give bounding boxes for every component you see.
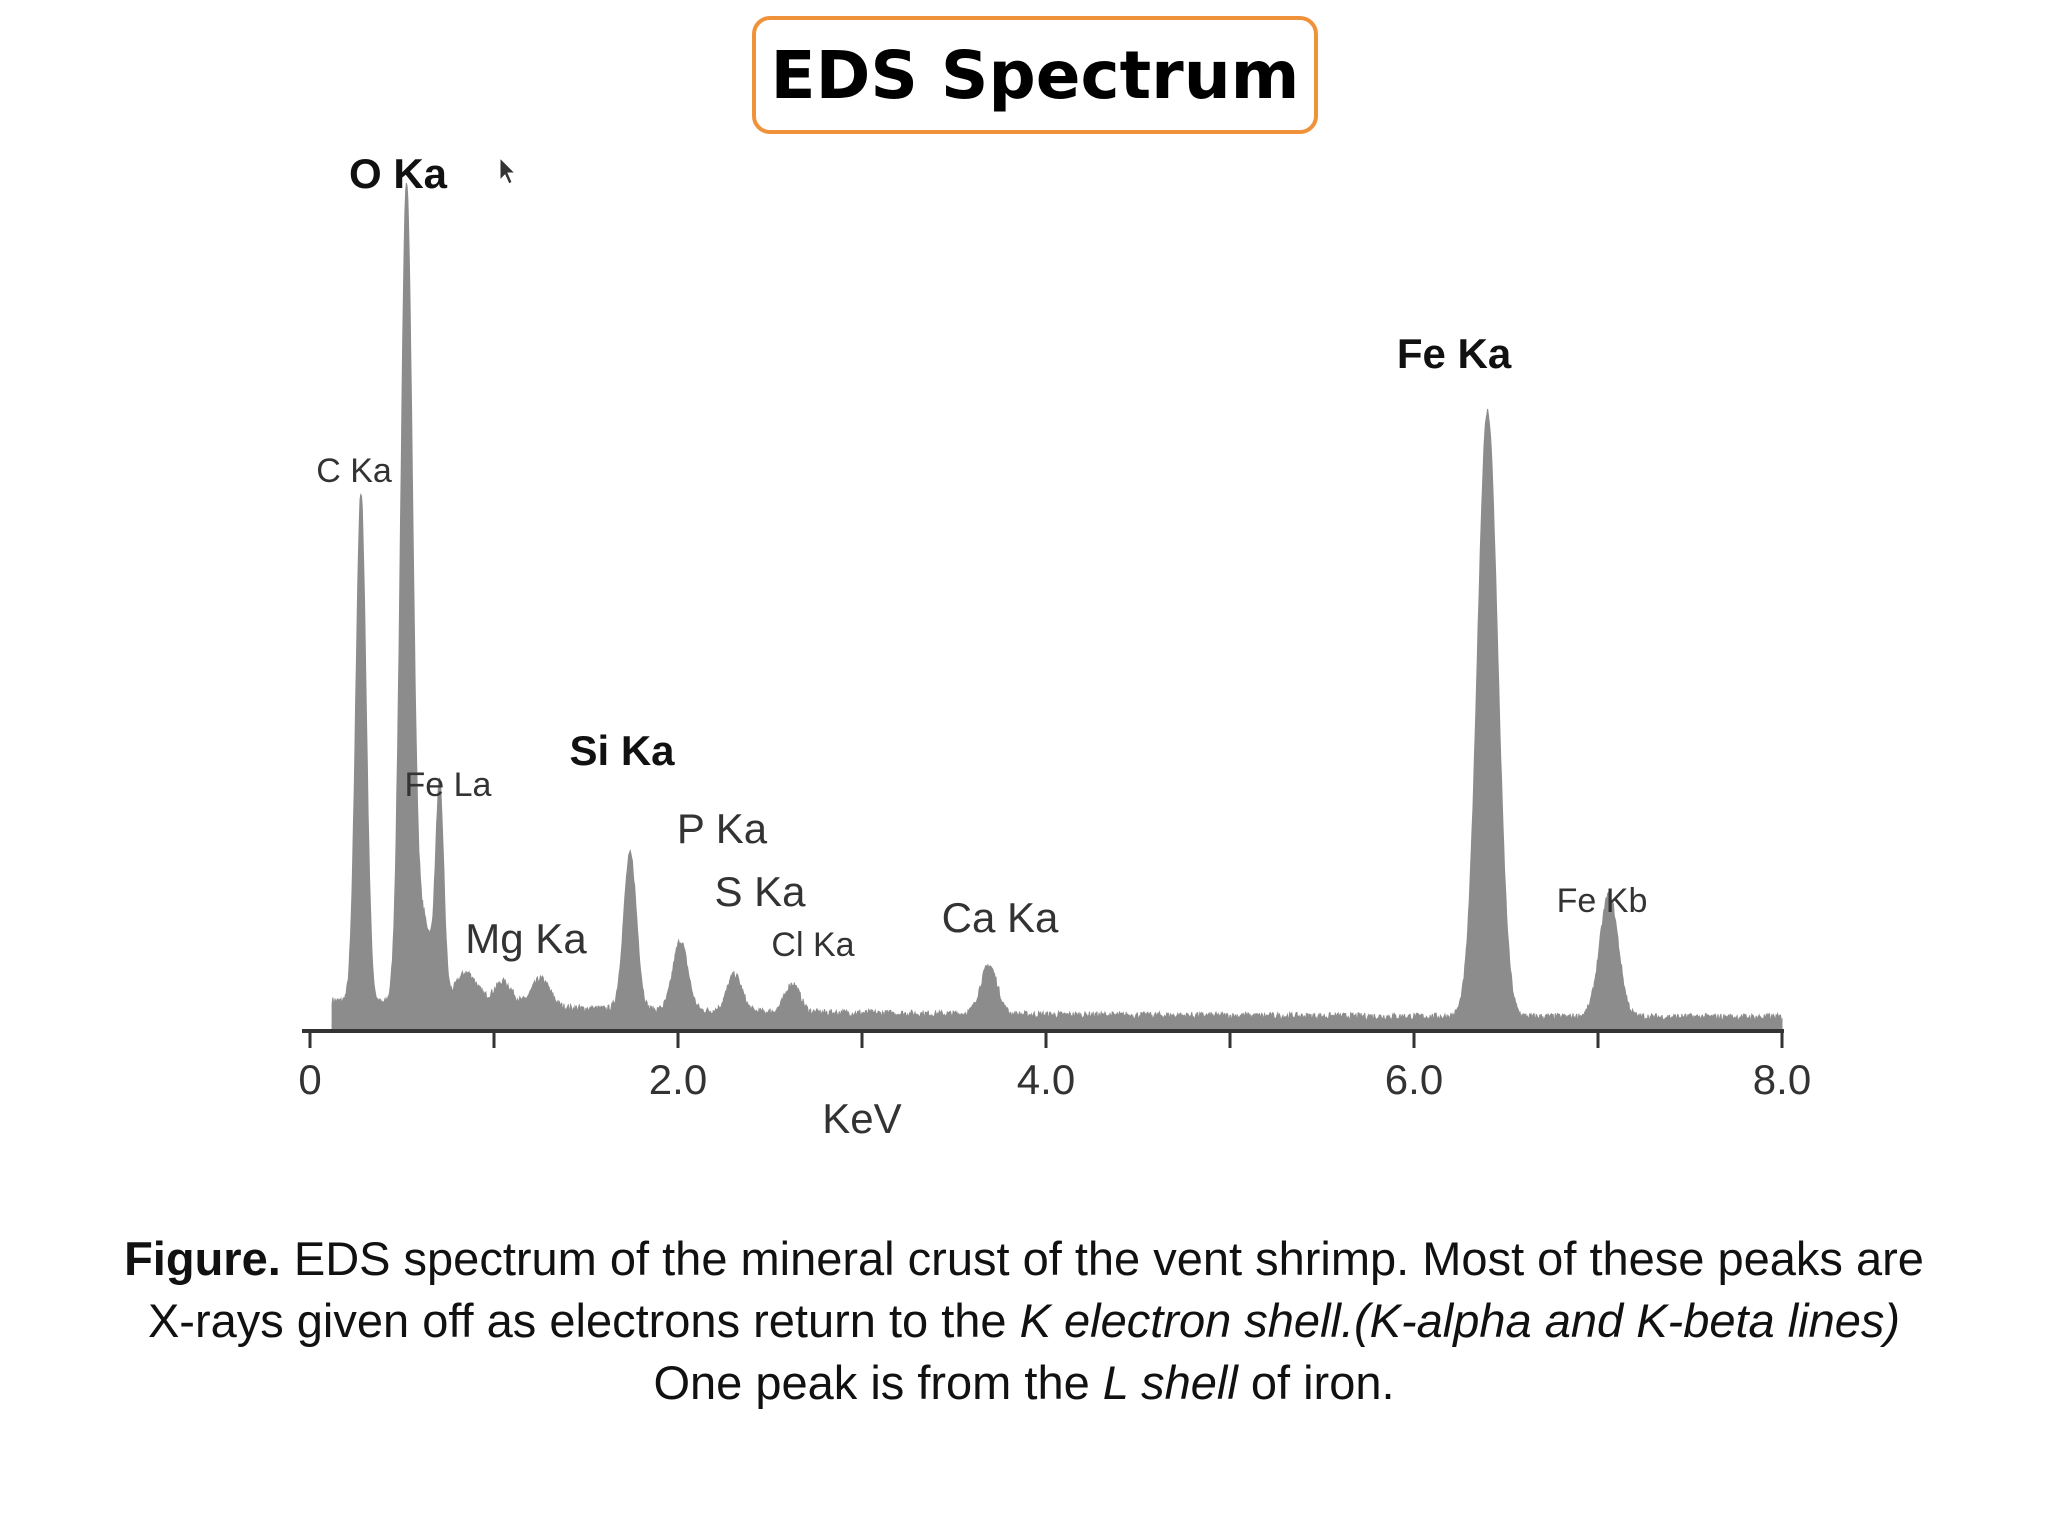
peak-labels: C Ka O Ka Fe La Mg Ka Si KaP Ka S Ka Cl Ka Ca K… xyxy=(316,150,1647,964)
x-tick-label: 4.0 xyxy=(1017,1056,1075,1103)
slide-title: EDS Spectrum xyxy=(770,36,1300,114)
peak-label-cl-ka: Cl Ka xyxy=(771,926,854,964)
title-box: EDS Spectrum xyxy=(752,16,1318,134)
peak-label-ca-ka: Ca Ka xyxy=(942,894,1059,941)
peak-label-p-ka: P Ka xyxy=(677,805,768,852)
x-tick-label: 2.0 xyxy=(649,1056,707,1103)
peak-label-c-ka: C Ka xyxy=(316,452,392,490)
peak-label-si-ka: Si Ka xyxy=(569,727,675,774)
x-tick-label: 0 xyxy=(298,1056,321,1103)
peak-label-fe-kb: Fe Kb xyxy=(1557,882,1648,920)
x-axis: 0 2.0 4.0 6.0 8.0 xyxy=(298,1029,1811,1103)
caption-italic-2: L shell xyxy=(1102,1356,1238,1409)
x-axis-title: KeV xyxy=(822,1095,901,1142)
peak-label-mg-ka: Mg Ka xyxy=(465,915,587,962)
eds-spectrum-chart: 0 2.0 4.0 6.0 8.0 C Ka O Ka Fe La Mg Ka Si KaP K… xyxy=(298,150,1811,1142)
peak-label-fe-la: Fe La xyxy=(405,766,492,804)
caption-text-2: One peak is from the xyxy=(653,1356,1103,1409)
caption-italic-1: K electron shell.(K-alpha and K-beta lin… xyxy=(1019,1294,1901,1347)
peak-label-fe-ka: Fe Ka xyxy=(1397,330,1512,377)
mouse-pointer-icon xyxy=(499,156,517,185)
caption-text-3: of iron. xyxy=(1237,1356,1395,1409)
caption-lead: Figure. xyxy=(124,1232,281,1285)
peak-label-s-ka: S Ka xyxy=(714,868,806,915)
x-tick-label: 8.0 xyxy=(1753,1056,1811,1103)
x-tick-label: 6.0 xyxy=(1385,1056,1443,1103)
spectrum-area xyxy=(331,182,1783,1031)
plot-area xyxy=(331,182,1783,1031)
peak-label-o-ka: O Ka xyxy=(349,150,448,197)
figure-caption: Figure. EDS spectrum of the mineral crus… xyxy=(120,1228,1928,1414)
caption-text-1: EDS spectrum of the mineral crust of the… xyxy=(147,1232,1924,1347)
